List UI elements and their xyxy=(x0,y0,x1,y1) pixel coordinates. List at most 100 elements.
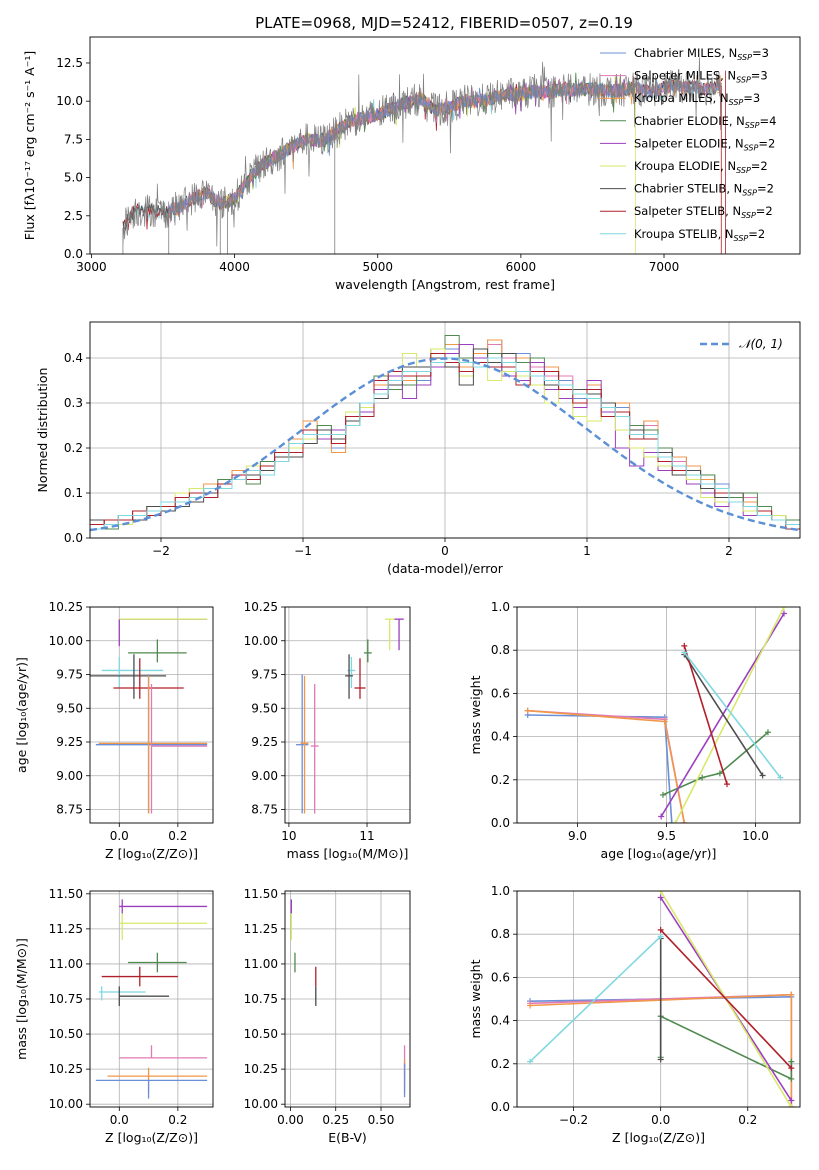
y-tick-label: 9.50 xyxy=(251,701,278,715)
residuals-panel: −2 −1 0 1 2 0.0 0.1 0.2 0.3 0.4 (data-model)/error… xyxy=(35,321,801,576)
axes-frame xyxy=(89,606,214,824)
legend-label: 𝒩(0, 1) xyxy=(739,337,783,351)
x-tick-label: 0.50 xyxy=(368,1113,395,1127)
y-tick-label: 7.5 xyxy=(64,132,83,146)
axes-frame xyxy=(516,890,801,1108)
x-tick-label: 0.0 xyxy=(110,829,129,843)
series-salpeter-miles xyxy=(524,707,688,823)
weight-marker xyxy=(527,1058,534,1065)
series-salpeter-stelib xyxy=(657,926,795,1072)
mass-vs-Z-panel: 0.0 0.2 10.00 10.25 10.50 10.75 11.00 11.25 11.5… xyxy=(14,887,214,1145)
y-tick-label: 10.25 xyxy=(244,1062,278,1076)
y-tick-label: 10.50 xyxy=(244,1027,278,1041)
y-tick-label: 10.00 xyxy=(49,1097,83,1111)
weight-marker xyxy=(657,891,664,894)
y-tick-label: 0.2 xyxy=(491,1057,510,1071)
weight-marker xyxy=(759,772,766,779)
x-axis-label: wavelength [Angstrom, rest frame] xyxy=(335,277,555,292)
weight-line xyxy=(662,731,769,796)
x-tick-label: 2 xyxy=(725,544,733,558)
spectrum-marks xyxy=(122,57,726,254)
weight-marker xyxy=(661,718,668,725)
point-chabrier-elodie xyxy=(128,952,187,973)
weight-line xyxy=(527,709,686,823)
x-axis-label: E(B-V) xyxy=(328,1130,367,1145)
weight-marker xyxy=(788,1104,795,1107)
x-tick-label: 6000 xyxy=(506,260,537,274)
x-tick-label: 10.0 xyxy=(742,829,769,843)
y-tick-label: 8.75 xyxy=(251,803,278,817)
y-tick-label: 10.25 xyxy=(49,1062,83,1076)
point-kroupa-elodie xyxy=(119,913,208,941)
y-tick-label: 2.5 xyxy=(64,209,83,223)
weight-marker xyxy=(657,933,664,940)
y-axis-label: Normed distribution xyxy=(35,368,50,493)
weight-marker xyxy=(724,781,731,788)
legend-label: Salpeter MILES, NSSP=3 xyxy=(634,69,768,85)
x-tick-label: 11 xyxy=(359,829,374,843)
x-axis-label: mass [log₁₀(M/M⊙)] xyxy=(287,846,409,861)
y-tick-label: 5.0 xyxy=(64,171,83,185)
weight-marker xyxy=(681,820,688,823)
x-tick-label: 7000 xyxy=(649,260,680,274)
weight-line xyxy=(683,654,764,776)
legend-label: Kroupa ELODIE, NSSP=2 xyxy=(634,159,768,175)
weight-line xyxy=(674,607,785,823)
y-axis-label: mass weight xyxy=(468,959,483,1038)
age-vs-mass-panel: 10 11 8.75 9.00 9.25 9.50 9.75 10.00 10.25 mass [… xyxy=(244,600,411,861)
point-kroupa-stelib xyxy=(98,986,146,1001)
point-chabrier-miles xyxy=(95,1079,208,1099)
y-tick-label: 11.00 xyxy=(244,957,278,971)
point-salpeter-miles xyxy=(119,1045,208,1059)
series-kroupa-miles xyxy=(524,707,688,823)
point-salpeter-miles xyxy=(150,683,208,814)
y-tick-label: 0.1 xyxy=(64,486,83,500)
series-chabrier-stelib xyxy=(681,651,766,779)
x-axis-label: (data-model)/error xyxy=(387,561,504,576)
point-chabrier-stelib xyxy=(118,986,170,1007)
series-kroupa-stelib xyxy=(681,649,784,781)
weight-marker xyxy=(657,894,664,901)
y-axis-label: mass [log₁₀(M/M⊙)] xyxy=(14,938,29,1060)
y-tick-label: 1.0 xyxy=(491,600,510,614)
weight-line xyxy=(683,645,728,785)
figure-title: PLATE=0968, MJD=52412, FIBERID=0507, z=0… xyxy=(255,14,633,32)
x-tick-label: 0.0 xyxy=(110,1113,129,1127)
y-tick-label: 0.0 xyxy=(64,531,83,545)
y-tick-label: 1.0 xyxy=(491,884,510,898)
weight-marker xyxy=(788,1065,795,1072)
y-tick-label: 11.50 xyxy=(49,887,83,901)
weight-marker xyxy=(764,729,771,736)
point-kroupa-miles xyxy=(98,675,208,814)
series-chabrier-elodie xyxy=(657,1013,795,1082)
weight-line xyxy=(527,709,686,823)
y-tick-label: 0.0 xyxy=(491,816,510,830)
y-tick-label: 9.00 xyxy=(251,769,278,783)
weight-marker xyxy=(658,813,665,820)
point-kroupa-miles xyxy=(300,675,309,814)
weight-line xyxy=(660,929,792,1069)
y-tick-label: 0.2 xyxy=(64,441,83,455)
age-vs-mass-marks xyxy=(295,618,404,814)
legend-label: Kroupa MILES, NSSP=3 xyxy=(634,91,760,107)
y-tick-label: 10.50 xyxy=(49,1027,83,1041)
y-tick-label: 10.00 xyxy=(49,634,83,648)
legend-label: Chabrier MILES, NSSP=3 xyxy=(634,46,769,62)
y-tick-label: 0.6 xyxy=(491,686,510,700)
histogram-kroupa-stelib xyxy=(90,357,800,530)
y-tick-label: 10.00 xyxy=(244,634,278,648)
weight-marker xyxy=(699,774,706,781)
axes-frame xyxy=(284,890,411,1108)
point-salpeter-elodie xyxy=(118,618,208,647)
weight-marker xyxy=(780,610,787,617)
residuals-marks xyxy=(90,335,800,532)
weight-marker xyxy=(657,1056,664,1063)
weight-line xyxy=(527,714,673,823)
x-tick-label: 0.2 xyxy=(738,1113,757,1127)
y-tick-label: 9.25 xyxy=(251,735,278,749)
series-chabrier-elodie xyxy=(659,729,771,798)
weight-line xyxy=(683,651,782,779)
y-tick-label: 11.50 xyxy=(244,887,278,901)
weight-marker xyxy=(524,707,531,714)
